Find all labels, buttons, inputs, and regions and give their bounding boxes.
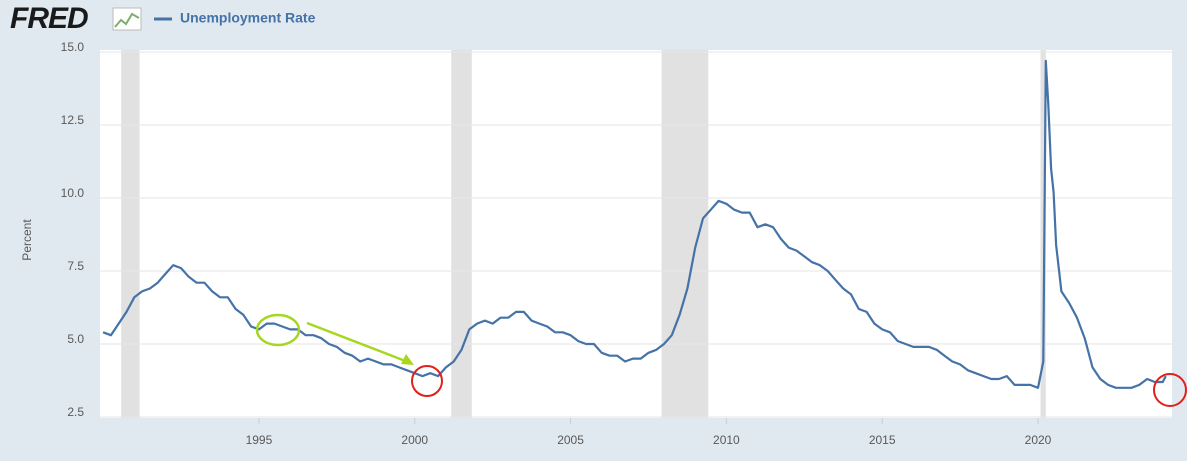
x-tick-label: 2020 (1025, 433, 1052, 447)
green-ellipse (255, 313, 301, 347)
recession-band (661, 50, 709, 418)
annotations (255, 313, 1187, 407)
y-tick-label: 12.5 (61, 113, 85, 127)
plot-area (100, 50, 1172, 418)
y-tick-label: 7.5 (67, 259, 84, 273)
y-tick-label: 5.0 (67, 332, 84, 346)
recession-band (1040, 50, 1046, 418)
arrow-head (401, 354, 414, 365)
series-line (102, 59, 1167, 389)
y-tick-label: 10.0 (61, 186, 85, 200)
logo-icon (112, 7, 142, 31)
x-tick-label: 2000 (401, 433, 428, 447)
y-tick-label: 2.5 (67, 405, 84, 419)
logo: FRED (10, 2, 88, 35)
recession-band (451, 50, 472, 418)
green-arrow (306, 321, 409, 364)
x-tick-label: 2005 (557, 433, 584, 447)
red-circle (411, 365, 443, 397)
legend-label: Unemployment Rate (180, 10, 316, 26)
x-tick-label: 2015 (869, 433, 896, 447)
x-tick-label: 1995 (246, 433, 273, 447)
x-tick-label: 2010 (713, 433, 740, 447)
y-axis-label: Percent (20, 219, 34, 261)
red-circle (1153, 373, 1187, 407)
y-tick-label: 15.0 (61, 40, 85, 54)
recession-band (121, 50, 140, 418)
